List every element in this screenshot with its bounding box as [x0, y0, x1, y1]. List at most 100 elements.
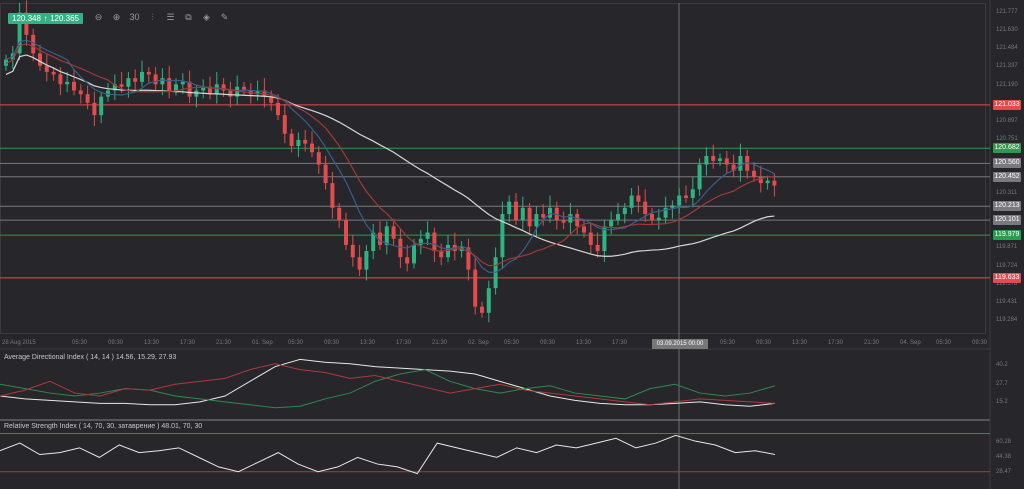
candle-body	[602, 226, 607, 252]
timeframe-icon[interactable]: 30	[129, 12, 140, 22]
bid-price: 120.348	[12, 14, 41, 23]
candle-body	[534, 214, 539, 227]
candle-body	[85, 94, 90, 103]
candle-body	[656, 217, 661, 221]
candle-body	[364, 251, 369, 270]
objects-icon[interactable]: ◈	[203, 12, 210, 22]
level-price-tag: 119.979	[993, 230, 1021, 241]
candle-body	[350, 244, 355, 258]
candle-body	[758, 176, 763, 184]
candle-body	[289, 133, 294, 147]
time-axis-label: 05:30	[72, 340, 88, 346]
candle-body	[344, 220, 348, 245]
candle-body	[72, 81, 76, 91]
chart-type-icon[interactable]: ⫶	[151, 12, 154, 22]
candle-body	[588, 232, 593, 245]
candle-body	[296, 139, 301, 147]
adx-title: Average Directional Index ( 14, 14 ) 14.…	[4, 354, 177, 361]
candle-body	[527, 207, 532, 227]
time-axis-label: 09:30	[756, 340, 772, 346]
time-axis-label: 05:30	[288, 340, 304, 346]
candle-body	[738, 155, 743, 171]
candle-body	[752, 170, 756, 177]
candle-body	[92, 102, 97, 116]
candle-body	[690, 189, 695, 198]
candle-body	[146, 71, 151, 75]
candle-body	[765, 180, 770, 184]
candle-body	[282, 115, 287, 134]
time-axis-label: 21:30	[432, 340, 448, 346]
quote-badge[interactable]: 120.348 ↑ 120.365	[8, 13, 83, 24]
candle-body	[357, 257, 362, 270]
candle-body	[119, 84, 124, 87]
candle-body	[38, 53, 42, 66]
candle-body	[473, 269, 478, 307]
candle-body	[595, 244, 600, 252]
price-axis-label: 121.777	[996, 9, 1018, 15]
candle-body	[425, 232, 430, 239]
candle-body	[228, 90, 233, 97]
candle-body	[323, 164, 328, 184]
candle-body	[106, 90, 110, 97]
candle-body	[140, 71, 144, 82]
crosshair-time-label: 03.09.2015 00:00	[652, 339, 708, 349]
candle-body	[316, 152, 321, 165]
candle-body	[187, 81, 192, 97]
price-axis-label: 121.337	[996, 63, 1018, 70]
rsi-axis-label: 44.38	[996, 453, 1012, 460]
time-axis-label: 17:30	[180, 340, 196, 346]
candle-body	[391, 226, 396, 239]
candle-body	[439, 251, 444, 258]
candle-body	[51, 71, 56, 75]
plus-di-line	[0, 369, 776, 409]
candle-body	[575, 214, 580, 227]
candle-body	[221, 84, 226, 91]
snapshot-icon[interactable]: ⧉	[185, 12, 192, 22]
adx-line	[0, 358, 776, 407]
candle-body	[167, 78, 172, 91]
time-axis-label: 21:30	[864, 340, 880, 346]
candle-body	[194, 90, 199, 97]
minus-di-line	[0, 363, 776, 406]
candle-body	[180, 81, 185, 85]
time-axis-label: 09:30	[108, 340, 124, 346]
level-price-tag: 120.101	[993, 215, 1021, 226]
indicators-icon[interactable]: ☰	[166, 12, 175, 22]
adx-axis-label: 40.2	[996, 362, 1008, 369]
candle-body	[310, 143, 314, 153]
draw-icon[interactable]: ✎	[220, 12, 229, 22]
candle-body	[616, 214, 620, 221]
rsi-title: Relative Strength Index ( 14, 70, 30, за…	[4, 423, 203, 430]
time-axis-label: 09:30	[972, 340, 988, 346]
candle-body	[371, 232, 376, 252]
candle-body	[609, 220, 614, 227]
candle-body	[568, 214, 573, 223]
candle-body	[418, 238, 423, 245]
candle-body	[514, 201, 518, 221]
candle-body	[636, 195, 641, 202]
level-price-tag: 120.682	[993, 143, 1021, 154]
candle-body	[31, 34, 36, 54]
candle-body	[663, 207, 668, 218]
candle-body	[731, 164, 736, 171]
candle-body	[466, 247, 471, 270]
ask-price: 120.365	[50, 14, 79, 23]
time-axis-label: 13:30	[792, 340, 808, 346]
zoom-out-icon[interactable]: ⊖	[94, 12, 103, 22]
price-axis-label: 120.751	[996, 135, 1018, 142]
zoom-in-icon[interactable]: ⊕	[112, 12, 121, 22]
candle-body	[480, 306, 484, 313]
time-axis-label: 17:30	[828, 340, 844, 346]
adx-axis-label: 15.2	[996, 399, 1008, 406]
price-axis-label: 121.190	[996, 81, 1018, 88]
candle-body	[255, 90, 260, 95]
candle-body	[711, 155, 716, 161]
price-axis-label: 119.284	[996, 317, 1018, 323]
price-axis-label: 119.871	[996, 244, 1018, 251]
candle-body	[622, 207, 627, 215]
time-axis-label: 09:30	[324, 340, 340, 346]
candle-body	[126, 78, 131, 87]
price-axis-label: 121.630	[996, 27, 1018, 34]
price-axis-label: 119.724	[996, 262, 1018, 269]
